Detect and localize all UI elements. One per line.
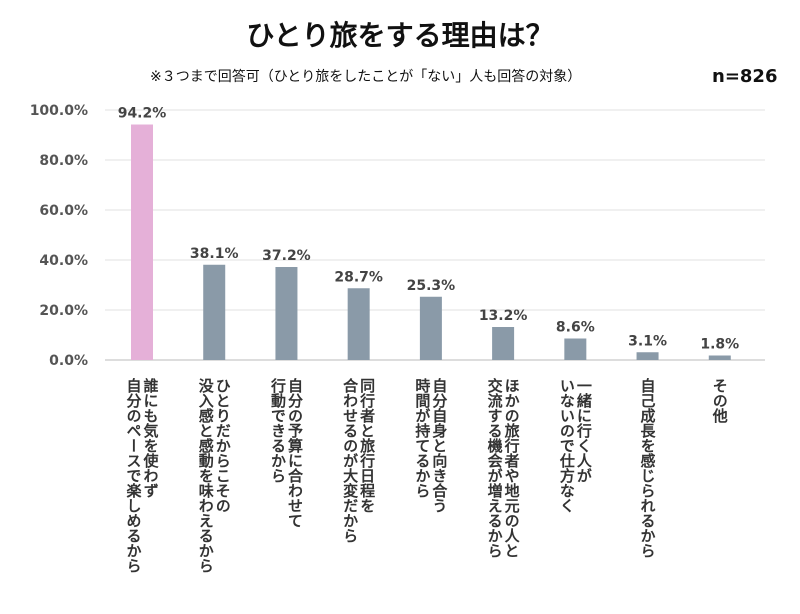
category-label: 一緒に行く人が	[575, 378, 593, 483]
y-tick-label: 20.0%	[39, 303, 88, 319]
data-label: 38.1%	[190, 246, 239, 262]
sample-size: n=826	[712, 66, 778, 87]
data-label: 1.8%	[700, 337, 739, 353]
data-label: 8.6%	[556, 320, 595, 336]
y-tick-label: 60.0%	[39, 203, 88, 219]
bar	[419, 296, 442, 360]
y-tick-label: 0.0%	[49, 353, 88, 369]
bar	[131, 124, 153, 360]
data-label: 3.1%	[628, 333, 667, 349]
chart-title: ひとり旅をする理由は？	[246, 19, 554, 52]
bar	[347, 288, 370, 360]
bar	[275, 267, 298, 360]
category-label: 交流する機会が増えるから	[486, 377, 504, 558]
category-label: 自己成長を感じられるから	[639, 377, 657, 558]
data-labels: 94.2% 38.1% 37.2% 28.7% 25.3% 13.2% 8.6% 3.1% 1.…	[118, 106, 739, 353]
y-tick-label: 40.0%	[39, 253, 88, 269]
bar	[708, 355, 731, 360]
category-label: 自分自身と向き合う	[430, 377, 448, 513]
data-label: 13.2%	[479, 308, 528, 324]
bar	[492, 327, 515, 360]
y-tick-label: 100.0%	[30, 103, 88, 119]
bar	[636, 352, 659, 360]
category-label: 同行者と旅行日程を	[358, 378, 376, 513]
data-label: 37.2%	[262, 248, 311, 264]
bar	[203, 264, 226, 360]
category-label: 時間が持てるから	[413, 377, 431, 498]
category-label: 自分の予算に合わせて	[286, 377, 304, 528]
data-label: 28.7%	[334, 269, 383, 285]
bars	[131, 124, 731, 360]
category-label: 誰にも気を使わず	[142, 377, 160, 498]
y-axis: 0.0% 20.0% 40.0% 60.0% 80.0% 100.0%	[30, 103, 88, 369]
category-label: 自分のペースで楽しめるから	[125, 377, 143, 573]
category-label: その他	[711, 378, 729, 424]
category-label: 合わせるのが大変だから	[341, 377, 359, 543]
category-label: ひとりだからこその	[214, 378, 232, 513]
category-label: 行動できるから	[269, 377, 287, 483]
chart-subtitle: ※３つまで回答可（ひとり旅をしたことが「ない」人も回答の対象）	[150, 69, 582, 85]
category-label: いないので仕方なく	[558, 378, 576, 513]
category-label: ほかの旅行者や地元の人と	[503, 378, 521, 558]
category-label: 没入感と感動を味わえるから	[197, 378, 215, 573]
data-label: 25.3%	[407, 278, 456, 294]
y-tick-label: 80.0%	[39, 153, 88, 169]
data-label: 94.2%	[118, 106, 167, 122]
bar	[564, 338, 587, 360]
